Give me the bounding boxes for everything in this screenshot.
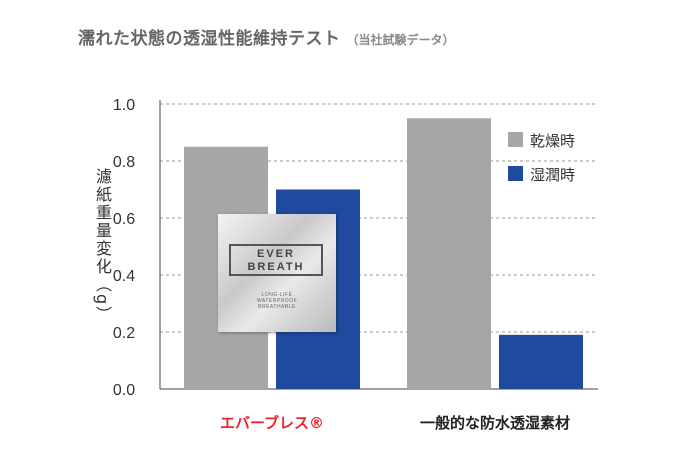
- logo-tagline-3: BREATHABLE: [258, 304, 296, 310]
- category-label-1: 一般的な防水透湿素材: [420, 414, 570, 432]
- y-tick-label-0.4: 0.4: [113, 268, 135, 285]
- legend-label-dry: 乾燥時: [530, 132, 575, 150]
- logo-line2: BREATH: [247, 261, 305, 273]
- y-tick-label-0.0: 0.0: [113, 382, 135, 399]
- bar-dry-1: [407, 118, 491, 389]
- legend-swatch-wet: [508, 166, 523, 181]
- logo-line1: EVER: [257, 248, 295, 260]
- category-label-0: エバーブレス®: [220, 414, 324, 432]
- legend-swatch-dry: [508, 132, 523, 147]
- everbreath-logo-box: EVER BREATH: [229, 244, 323, 276]
- y-tick-label-0.6: 0.6: [113, 211, 135, 228]
- chart-subtitle: （当社試験データ）: [346, 33, 455, 47]
- logo-tagline: LONG-LIFE WATERPROOF BREATHABLE: [218, 292, 336, 310]
- chart-title-row: 濡れた状態の透湿性能維持テスト （当社試験データ）: [78, 24, 455, 49]
- everbreath-logo-badge: EVER BREATH LONG-LIFE WATERPROOF BREATHA…: [218, 214, 336, 332]
- chart-title: 濡れた状態の透湿性能維持テスト: [78, 29, 341, 49]
- logo-tagline-1: LONG-LIFE: [261, 292, 293, 298]
- y-tick-label-0.2: 0.2: [113, 325, 135, 342]
- y-tick-label-1.0: 1.0: [113, 97, 135, 114]
- y-tick-label-0.8: 0.8: [113, 154, 135, 171]
- legend-label-wet: 湿潤時: [530, 166, 575, 184]
- logo-tagline-2: WATERPROOF: [256, 298, 298, 304]
- bar-wet-1: [499, 334, 583, 389]
- y-axis-label: 濾紙重量変化（g）: [93, 168, 112, 325]
